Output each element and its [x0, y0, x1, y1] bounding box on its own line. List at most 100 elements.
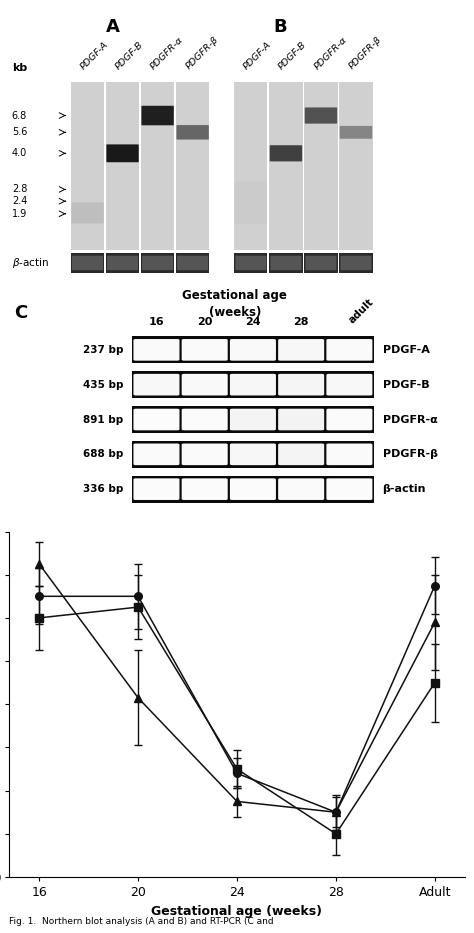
FancyBboxPatch shape	[106, 145, 139, 162]
FancyBboxPatch shape	[340, 126, 372, 139]
FancyBboxPatch shape	[340, 256, 372, 271]
Text: PDGF-A: PDGF-A	[79, 40, 110, 71]
Text: 28: 28	[293, 317, 309, 327]
Text: adult: adult	[347, 297, 375, 326]
Text: PDGF-B: PDGF-B	[114, 40, 146, 71]
Text: 435 bp: 435 bp	[83, 380, 123, 390]
Bar	[132, 476, 374, 503]
Text: C: C	[14, 304, 27, 323]
Bar	[141, 82, 174, 250]
Text: 336 bp: 336 bp	[83, 484, 123, 494]
FancyBboxPatch shape	[230, 409, 276, 430]
Bar	[106, 254, 139, 272]
FancyBboxPatch shape	[134, 409, 180, 430]
FancyBboxPatch shape	[107, 256, 138, 271]
Bar	[234, 254, 267, 272]
Text: 891 bp: 891 bp	[83, 414, 123, 425]
Text: 5.6: 5.6	[12, 127, 27, 137]
FancyBboxPatch shape	[176, 125, 209, 140]
FancyBboxPatch shape	[278, 479, 324, 500]
Text: 6.8: 6.8	[12, 110, 27, 120]
FancyBboxPatch shape	[134, 339, 180, 361]
FancyBboxPatch shape	[278, 443, 324, 466]
FancyBboxPatch shape	[327, 443, 373, 466]
FancyBboxPatch shape	[236, 256, 266, 271]
X-axis label: Gestational age (weeks): Gestational age (weeks)	[152, 905, 322, 917]
Text: 20: 20	[197, 317, 212, 327]
FancyBboxPatch shape	[182, 443, 228, 466]
Text: 16: 16	[149, 317, 164, 327]
Text: PDGFR-β: PDGFR-β	[347, 35, 383, 71]
Text: 4.0: 4.0	[12, 148, 27, 159]
FancyBboxPatch shape	[270, 256, 301, 271]
Text: 2.8: 2.8	[12, 185, 27, 194]
FancyBboxPatch shape	[230, 339, 276, 361]
FancyBboxPatch shape	[235, 181, 267, 224]
Text: PDGFR-β: PDGFR-β	[184, 35, 220, 71]
FancyBboxPatch shape	[278, 409, 324, 430]
Bar	[269, 82, 302, 250]
Text: PDGF-B: PDGF-B	[277, 40, 309, 71]
Text: β-actin: β-actin	[383, 484, 426, 494]
FancyBboxPatch shape	[182, 479, 228, 500]
FancyBboxPatch shape	[72, 256, 103, 271]
Bar	[304, 254, 337, 272]
Bar	[339, 82, 373, 250]
Text: 237 bp: 237 bp	[83, 345, 123, 355]
Bar	[141, 254, 174, 272]
Text: PDGFR-β: PDGFR-β	[383, 450, 438, 459]
Text: 688 bp: 688 bp	[83, 450, 123, 459]
Text: 24: 24	[245, 317, 261, 327]
FancyBboxPatch shape	[141, 105, 174, 125]
Bar	[269, 254, 302, 272]
Text: 2.4: 2.4	[12, 196, 27, 206]
Text: PDGF-A: PDGF-A	[383, 345, 429, 355]
FancyBboxPatch shape	[134, 374, 180, 396]
Text: PDGFR-α: PDGFR-α	[312, 35, 348, 71]
FancyBboxPatch shape	[278, 339, 324, 361]
FancyBboxPatch shape	[230, 374, 276, 396]
Text: PDGF-A: PDGF-A	[242, 40, 273, 71]
FancyBboxPatch shape	[71, 202, 104, 224]
FancyBboxPatch shape	[305, 107, 337, 124]
FancyBboxPatch shape	[182, 409, 228, 430]
Text: PDGFR-α: PDGFR-α	[383, 414, 438, 425]
FancyBboxPatch shape	[177, 256, 208, 271]
Text: Gestational age: Gestational age	[182, 289, 287, 302]
Text: PDGFR-α: PDGFR-α	[149, 35, 185, 71]
Text: B: B	[274, 18, 288, 36]
Bar	[234, 82, 267, 250]
Bar	[132, 440, 374, 468]
Bar	[339, 254, 373, 272]
Bar	[176, 254, 209, 272]
Text: $\beta$-actin: $\beta$-actin	[12, 256, 49, 270]
Text: A: A	[106, 18, 120, 36]
Text: Fig. 1.  Northern blot analysis (A and B) and RT-PCR (C and: Fig. 1. Northern blot analysis (A and B)…	[9, 916, 274, 926]
Bar	[132, 371, 374, 398]
Text: 1.9: 1.9	[12, 209, 27, 218]
Bar	[71, 254, 104, 272]
Text: kb: kb	[12, 63, 27, 73]
Bar	[132, 336, 374, 364]
FancyBboxPatch shape	[182, 374, 228, 396]
FancyBboxPatch shape	[134, 443, 180, 466]
FancyBboxPatch shape	[278, 374, 324, 396]
FancyBboxPatch shape	[327, 374, 373, 396]
FancyBboxPatch shape	[142, 256, 173, 271]
Bar	[304, 82, 337, 250]
Bar	[176, 82, 209, 250]
FancyBboxPatch shape	[230, 479, 276, 500]
FancyBboxPatch shape	[327, 409, 373, 430]
Text: (weeks): (weeks)	[209, 306, 261, 319]
Bar	[71, 82, 104, 250]
Bar	[132, 406, 374, 433]
FancyBboxPatch shape	[305, 256, 337, 271]
Bar	[106, 82, 139, 250]
FancyBboxPatch shape	[182, 339, 228, 361]
FancyBboxPatch shape	[230, 443, 276, 466]
FancyBboxPatch shape	[134, 479, 180, 500]
FancyBboxPatch shape	[327, 339, 373, 361]
FancyBboxPatch shape	[327, 479, 373, 500]
FancyBboxPatch shape	[270, 146, 302, 161]
Text: PDGF-B: PDGF-B	[383, 380, 429, 390]
